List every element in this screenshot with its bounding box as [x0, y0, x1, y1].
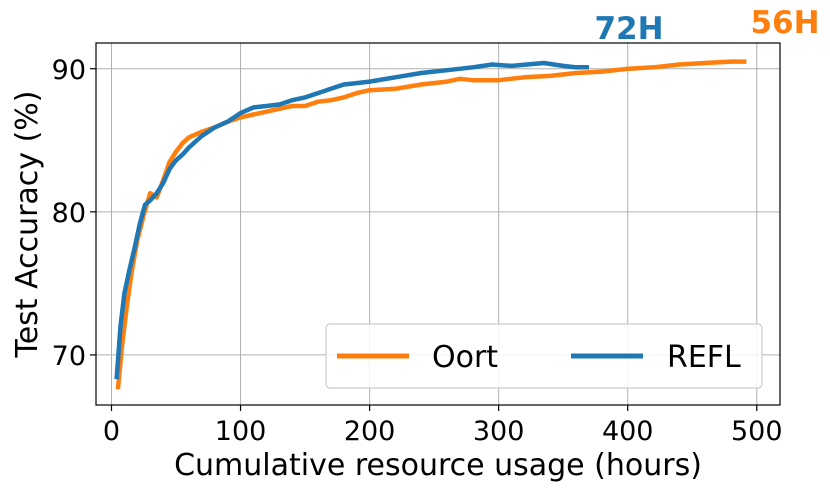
x-tick-label: 300 — [473, 416, 525, 447]
x-tick-label: 100 — [215, 416, 267, 447]
legend-label-refl: REFL — [667, 340, 741, 375]
x-tick-label: 500 — [731, 416, 783, 447]
x-tick-label: 200 — [344, 416, 396, 447]
legend: Oort REFL — [325, 323, 763, 389]
x-tick-label: 400 — [602, 416, 654, 447]
x-axis-ticks: 0 100 200 300 400 500 — [103, 405, 783, 447]
series-lines — [114, 59, 747, 390]
y-tick-label: 90 — [52, 55, 86, 86]
y-axis-label: Test Accuracy (%) — [10, 90, 45, 358]
series-line-refl — [114, 60, 589, 380]
y-tick-label: 70 — [52, 341, 86, 372]
series-line-oort — [115, 59, 747, 390]
legend-box — [325, 323, 763, 389]
x-tick-label: 0 — [103, 416, 120, 447]
annotation-72h: 72H — [594, 11, 663, 47]
annotation-56h: 56H — [750, 5, 819, 41]
x-axis-label: Cumulative resource usage (hours) — [174, 448, 702, 483]
y-tick-label: 80 — [52, 198, 86, 229]
y-axis-ticks: 70 80 90 — [52, 55, 96, 372]
plot-frame — [95, 42, 781, 406]
legend-label-oort: Oort — [432, 340, 498, 375]
